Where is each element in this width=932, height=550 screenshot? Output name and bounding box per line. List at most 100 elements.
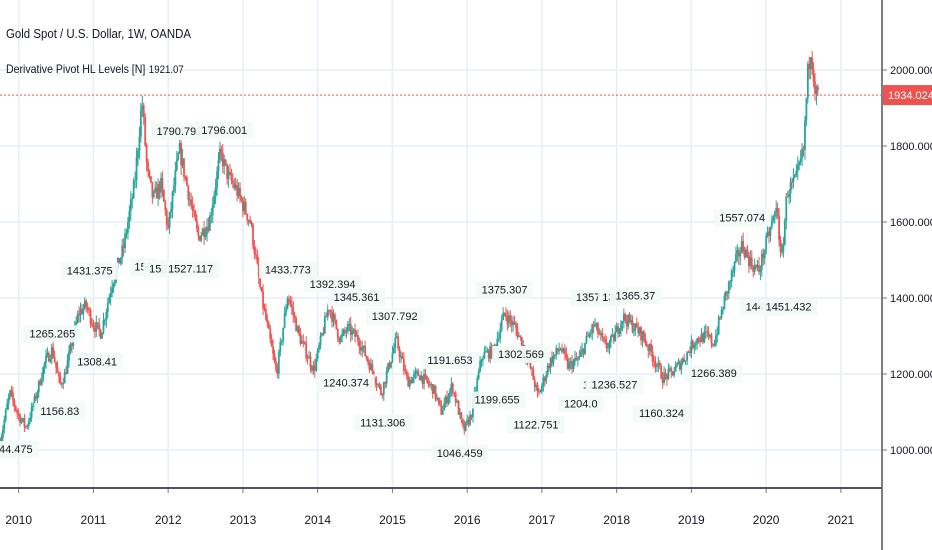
candle-body [776, 208, 779, 216]
candle-body [10, 390, 13, 393]
candle-body [127, 222, 129, 233]
candle-body [260, 287, 263, 292]
candle-body [42, 367, 45, 380]
candle-body [216, 171, 218, 188]
candle-body [26, 425, 29, 427]
candle-body [735, 253, 737, 262]
candle-body [20, 420, 23, 423]
candle-body [79, 309, 82, 316]
candle-body [259, 276, 262, 288]
candle-body [457, 401, 460, 415]
candle-body [336, 328, 339, 339]
candle-body [273, 353, 276, 362]
pivot-label: 1431.375 [67, 266, 113, 278]
pivot-label: 1796.001 [201, 125, 247, 137]
candle-body [789, 181, 792, 194]
candle-body [691, 340, 694, 348]
candle-body [507, 315, 510, 324]
candle-body [418, 375, 421, 381]
candle-body [357, 334, 359, 342]
candle-body [648, 344, 651, 351]
candle-body [664, 372, 667, 375]
candle-body [132, 181, 135, 199]
candle-body [161, 178, 164, 190]
candle-body [496, 338, 499, 347]
current-price-label-bg [883, 85, 932, 106]
candle-body [696, 338, 699, 344]
candle-body [397, 336, 400, 349]
pivot-label-bg [161, 260, 220, 278]
pivot-label: 1240.374 [323, 378, 369, 390]
candle-body [770, 221, 773, 227]
x-tick-label: 2012 [155, 513, 182, 527]
pivot-label: 1790.792 [156, 126, 202, 138]
candle-body [769, 226, 772, 236]
pivot-label-bg [0, 441, 39, 458]
candle-body [441, 410, 444, 415]
candle-body [595, 323, 598, 325]
candle-body [585, 335, 588, 343]
candle-body [210, 215, 213, 217]
x-tick-label: 2015 [379, 513, 406, 527]
candle-body [390, 361, 392, 368]
candle-body [736, 250, 739, 254]
candle-body [288, 298, 290, 301]
pivot-label: 1345.361 [334, 292, 380, 304]
candle-body [756, 265, 759, 268]
candle-body [712, 343, 714, 346]
candle-body [460, 412, 463, 420]
candle-body [674, 366, 677, 372]
candle-body [763, 250, 766, 259]
candle-body [750, 257, 753, 267]
candle-body [224, 159, 227, 164]
candle-body [234, 185, 237, 189]
y-tick-label: 2200.000 [890, 0, 932, 1]
candle-body [319, 335, 322, 346]
candle-body [63, 372, 66, 384]
candle-body [55, 361, 57, 368]
candle-body [681, 358, 684, 364]
candle-body [743, 251, 746, 258]
pivot-label-bg [365, 308, 424, 326]
candle-body [654, 361, 657, 367]
candle-body [641, 331, 644, 341]
candle-body [391, 352, 394, 362]
candle-body [246, 213, 249, 221]
candle-body [33, 396, 36, 406]
pivot-label: 1131.306 [360, 417, 405, 429]
candle-body [203, 228, 206, 237]
candle-body [717, 317, 720, 334]
candle-body [392, 347, 395, 353]
candle-body [666, 374, 668, 379]
candle-body [193, 210, 195, 212]
candle-body [306, 358, 309, 360]
candle-body [292, 307, 295, 316]
indicator-legend[interactable]: Derivative Pivot HL Levels [N] 1921.07 [6, 62, 184, 76]
candle-body [344, 329, 346, 332]
candle-body [267, 323, 270, 329]
candle-body [722, 309, 724, 311]
candle-body [637, 327, 640, 334]
pivot-label-bg [468, 391, 526, 409]
candle-body [46, 352, 49, 356]
candle-body [791, 181, 793, 183]
candle-body [656, 365, 658, 367]
candle-body [466, 419, 469, 422]
candle-body [283, 312, 286, 328]
candle-body [628, 315, 631, 322]
candle-body [700, 333, 703, 342]
candle-body [426, 375, 428, 382]
candle-body [589, 333, 592, 335]
candle-body [543, 377, 546, 382]
candle-body [230, 173, 233, 181]
candle-body [713, 345, 716, 347]
pivot-label-bg [195, 122, 254, 139]
candle-body [602, 337, 605, 340]
candle-body [553, 354, 556, 356]
pivot-label-bg [492, 346, 550, 363]
candle-body [236, 185, 239, 196]
candle-body [112, 283, 115, 288]
candle-body [552, 355, 555, 364]
candle-body [562, 348, 565, 352]
